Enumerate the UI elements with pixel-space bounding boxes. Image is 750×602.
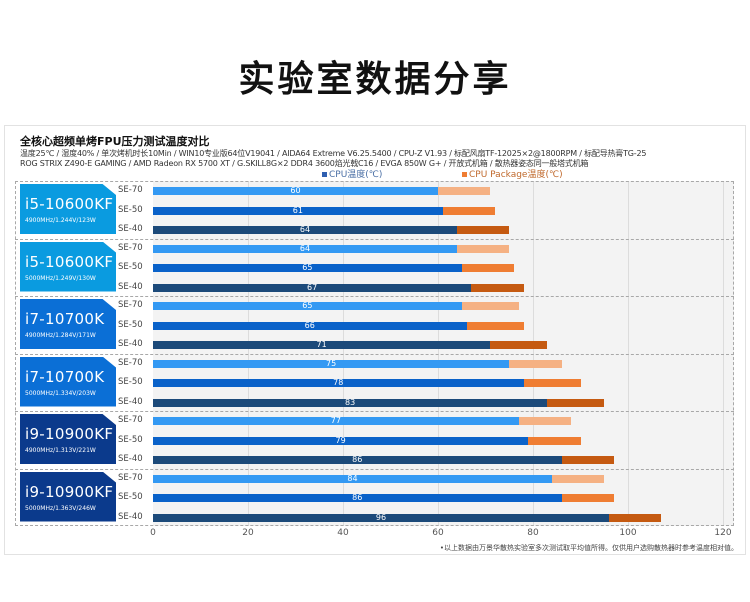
cpu-label-card: i9-10900KF 4900MHz/1.313V/221W <box>20 414 116 464</box>
legend-swatch-package <box>462 172 467 177</box>
cooler-row-label: SE-70 <box>118 415 143 425</box>
cooler-row-label: SE-70 <box>118 472 143 483</box>
cpu-temp-bar <box>153 226 457 234</box>
cpu-model-name: i5-10600KF <box>25 252 114 271</box>
cooler-row-label: SE-40 <box>118 396 143 407</box>
cpu-model-name: i7-10700K <box>25 310 105 328</box>
cpu-temp-value-label: 66 <box>304 320 315 330</box>
cpu-temp-value-label: 83 <box>345 397 356 407</box>
cooler-row-label: SE-50 <box>118 204 143 215</box>
cpu-temp-value-label: 84 <box>347 473 358 483</box>
cooler-row-label: SE-50 <box>118 434 143 445</box>
group-separator <box>15 353 734 355</box>
cpu-model-name: i9-10900KF <box>25 425 114 443</box>
cooler-row-label: SE-70 <box>118 357 143 368</box>
x-tick-label: 40 <box>337 528 349 538</box>
cpu-temp-value-label: 86 <box>352 493 363 502</box>
cooler-row-label: SE-40 <box>118 339 143 349</box>
x-tick-label: 120 <box>714 528 732 538</box>
cpu-overclock-spec: 4900MHz/1.313V/221W <box>25 447 96 454</box>
cpu-temp-bar <box>153 206 443 215</box>
plot-frame <box>15 181 734 526</box>
cooler-row-label: SE-70 <box>118 185 143 195</box>
cpu-temp-value-label: 65 <box>302 301 313 310</box>
cooler-row-label: SE-40 <box>118 281 143 292</box>
chart-subtitle-line-1: 温度25℃ / 湿度40% / 单次烤机时长10Min / WIN10专业版64… <box>20 149 647 158</box>
cpu-model-name: i9-10900KF <box>25 482 114 501</box>
chart-subtitle-line-2: ROG STRIX Z490-E GAMING / AMD Radeon RX … <box>20 159 589 168</box>
cpu-temp-bar <box>153 187 438 195</box>
cpu-overclock-spec: 4900MHz/1.244V/123W <box>25 217 96 224</box>
cpu-temp-value-label: 64 <box>299 243 311 253</box>
cpu-overclock-spec: 4900MHz/1.284V/171W <box>25 332 96 339</box>
cpu-temp-bar <box>153 283 472 292</box>
legend-label-package: CPU Package温度(℃) <box>469 170 563 180</box>
cooler-row-label: SE-40 <box>118 224 143 234</box>
x-tick-label: 80 <box>527 528 539 538</box>
cpu-temp-value-label: 77 <box>330 416 341 425</box>
cooler-row-label: SE-40 <box>118 454 143 464</box>
group-separator <box>15 238 734 240</box>
cooler-row-label: SE-70 <box>118 242 143 253</box>
cooler-row-label: SE-50 <box>118 492 143 502</box>
cpu-overclock-spec: 5000MHz/1.363V/246W <box>25 504 96 512</box>
cpu-temp-bar <box>153 417 519 425</box>
legend-label-cpu: CPU温度(℃) <box>329 170 383 180</box>
cpu-label-card: i7-10700K 4900MHz/1.284V/171W <box>20 299 116 349</box>
cpu-temp-bar <box>153 321 467 330</box>
x-tick-label: 100 <box>619 528 637 538</box>
cooler-row-label: SE-50 <box>118 262 143 272</box>
x-tick-label: 20 <box>242 528 254 538</box>
x-tick-label: 60 <box>432 528 444 538</box>
cpu-temp-value-label: 78 <box>333 378 344 387</box>
cpu-overclock-spec: 5000MHz/1.249V/130W <box>25 274 96 282</box>
cpu-temp-bar <box>153 244 457 253</box>
cpu-temp-value-label: 96 <box>375 512 387 522</box>
cpu-overclock-spec: 5000MHz/1.334V/203W <box>25 389 96 397</box>
cpu-temp-value-label: 86 <box>352 455 363 464</box>
cooler-row-label: SE-70 <box>118 300 143 310</box>
cpu-temp-bar <box>153 359 510 368</box>
cpu-temp-value-label: 61 <box>292 205 303 215</box>
chart-title: 全核心超频单烤FPU压力测试温度对比 <box>20 135 210 148</box>
cpu-temp-bar <box>153 398 548 407</box>
cooler-row-label: SE-50 <box>118 377 143 387</box>
x-tick-label: 0 <box>150 528 156 538</box>
cpu-temp-value-label: 71 <box>316 340 327 349</box>
cpu-temp-bar <box>153 474 552 483</box>
cpu-temp-value-label: 75 <box>326 358 337 368</box>
footnote: •以上数据由万景华散热实验室多次测试取平均值所得。仅供用户选购散热器时参考温度相… <box>439 544 738 552</box>
cpu-temp-value-label: 65 <box>302 263 313 272</box>
cpu-temp-bar <box>153 456 562 464</box>
cpu-temp-bar <box>153 302 462 310</box>
cpu-temp-bar <box>153 494 562 502</box>
cpu-temp-bar <box>153 379 524 387</box>
group-separator <box>15 468 734 470</box>
group-separator <box>15 296 734 297</box>
cpu-temp-value-label: 64 <box>299 225 311 234</box>
group-separator <box>15 411 734 412</box>
cpu-label-card: i5-10600KF 5000MHz/1.249V/130W <box>20 241 116 292</box>
cpu-model-name: i5-10600KF <box>25 195 114 213</box>
cpu-model-name: i7-10700K <box>25 367 105 386</box>
cpu-temp-bar <box>153 513 609 522</box>
cpu-temp-bar <box>153 264 462 272</box>
legend-item-cpu-temp: CPU温度(℃) <box>322 167 382 180</box>
cpu-temp-value-label: 79 <box>335 435 346 445</box>
cpu-label-card: i5-10600KF 4900MHz/1.244V/123W <box>20 184 116 234</box>
cpu-temp-value-label: 67 <box>307 282 318 292</box>
cooler-row-label: SE-50 <box>118 319 143 330</box>
legend-swatch-cpu <box>322 172 327 177</box>
cpu-label-card: i9-10900KF 5000MHz/1.363V/246W <box>20 471 116 522</box>
cooler-row-label: SE-40 <box>118 511 143 522</box>
page-title: 实验室数据分享 <box>238 59 512 100</box>
cpu-temp-bar <box>153 436 529 445</box>
cpu-temp-value-label: 60 <box>290 186 301 195</box>
cpu-temp-bar <box>153 341 491 349</box>
cpu-label-card: i7-10700K 5000MHz/1.334V/203W <box>20 356 116 407</box>
legend-item-package-temp: CPU Package温度(℃) <box>462 167 563 180</box>
